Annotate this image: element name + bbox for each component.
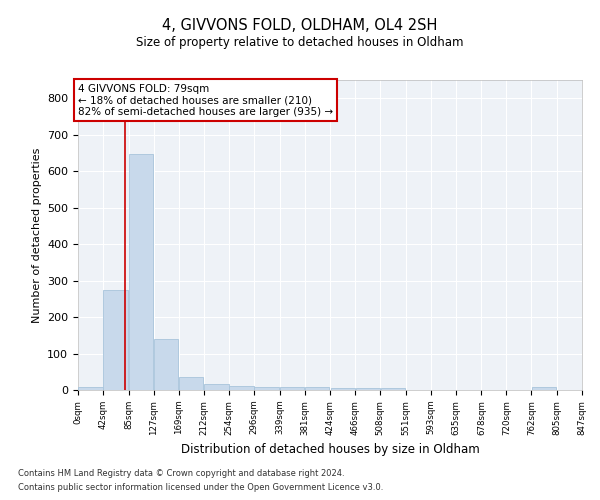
Text: 4, GIVVONS FOLD, OLDHAM, OL4 2SH: 4, GIVVONS FOLD, OLDHAM, OL4 2SH xyxy=(163,18,437,32)
Bar xyxy=(254,387,279,390)
X-axis label: Distribution of detached houses by size in Oldham: Distribution of detached houses by size … xyxy=(181,443,479,456)
Text: Contains HM Land Registry data © Crown copyright and database right 2024.: Contains HM Land Registry data © Crown c… xyxy=(18,468,344,477)
Bar xyxy=(129,154,154,390)
Bar xyxy=(331,388,355,390)
Bar xyxy=(229,386,254,390)
Y-axis label: Number of detached properties: Number of detached properties xyxy=(32,148,41,322)
Bar xyxy=(532,388,556,390)
Bar xyxy=(356,388,380,390)
Bar xyxy=(205,384,229,390)
Bar xyxy=(78,388,103,390)
Bar xyxy=(179,377,203,390)
Bar xyxy=(380,388,405,390)
Bar xyxy=(154,339,178,390)
Text: Size of property relative to detached houses in Oldham: Size of property relative to detached ho… xyxy=(136,36,464,49)
Text: 4 GIVVONS FOLD: 79sqm
← 18% of detached houses are smaller (210)
82% of semi-det: 4 GIVVONS FOLD: 79sqm ← 18% of detached … xyxy=(78,84,333,117)
Text: Contains public sector information licensed under the Open Government Licence v3: Contains public sector information licen… xyxy=(18,484,383,492)
Bar xyxy=(103,290,128,390)
Bar xyxy=(305,387,329,390)
Bar xyxy=(280,387,304,390)
